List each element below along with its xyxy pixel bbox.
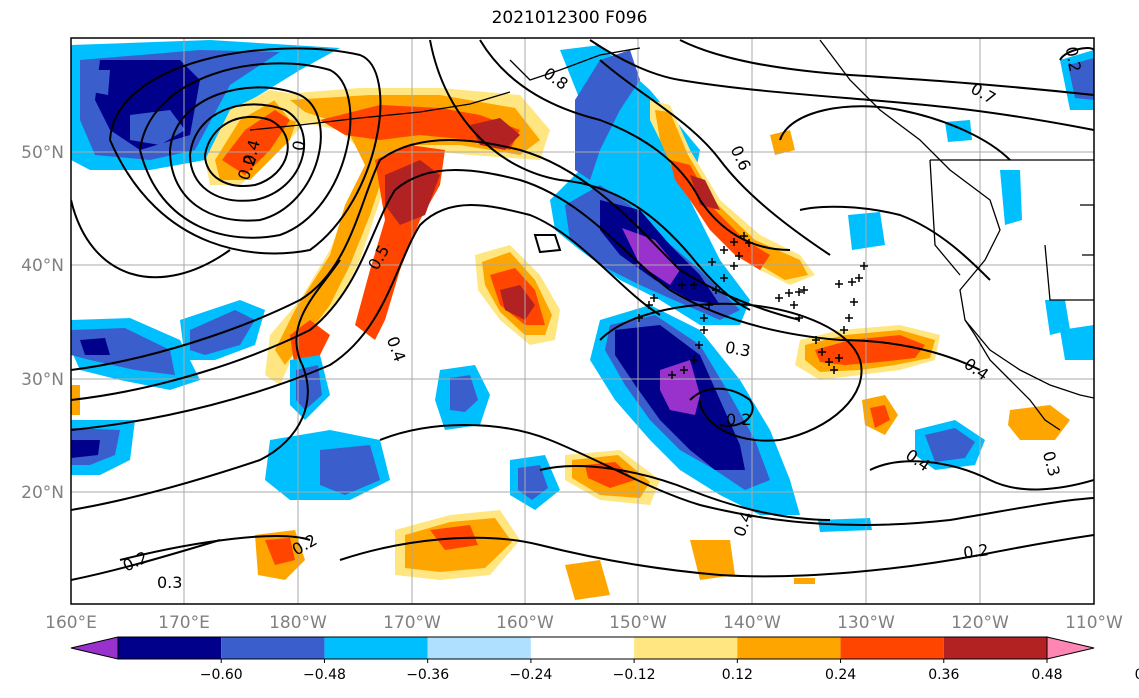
colorbar-segment [737,637,841,659]
colorbar-tick-label: 0.24 [825,667,856,683]
lat-tick-20n: 20°N [21,483,64,503]
colorbar-tick-label: 0.48 [1031,667,1062,683]
colorbar-segment [634,637,738,659]
map-title: 2021012300 F096 [491,8,648,28]
lon-tick-160w: 160°W [496,613,554,633]
contour-label-0.3-a: 0.3 [724,338,752,361]
colorbar: −0.60 −0.48 −0.36 −0.24 −0.12 0.12 0.24 0.36 0.4… [70,636,1139,683]
contour-label-0.3-b: 0.3 [157,573,182,592]
colorbar-segment [324,637,428,659]
colorbar-tick-label: −0.36 [406,667,449,683]
colorbar-extend-low [70,636,119,660]
lat-tick-50n: 50°N [21,143,64,163]
colorbar-tick-label: −0.12 [613,667,656,683]
colorbar-tick-label: −0.24 [509,667,552,683]
lon-ticks: 160°E 170°E 180°W 170°W 160°W 150°W 140°… [45,613,1123,633]
colorbar-segment [943,637,1047,659]
contours [71,39,1094,581]
contour-label-0: 0 [289,139,309,152]
lon-tick-160e: 160°E [45,613,97,633]
lon-tick-130w: 130°W [837,613,895,633]
lon-tick-170e: 170°E [158,613,210,633]
lat-tick-30n: 30°N [21,370,64,390]
contour-labels: 0.8 0.7 0.6 0.5 0.4 0.4 0.4 0.4 0.3 0.3 … [120,45,1085,592]
map-frame [70,37,1095,605]
colorbar-segment [427,637,531,659]
lon-tick-150w: 150°W [609,613,667,633]
colorbar-frame [117,636,1048,660]
colorbar-segment [118,637,222,659]
graticule [71,38,1094,604]
colorbar-segment [221,637,325,659]
lon-tick-170w: 170°W [383,613,441,633]
lon-tick-180w: 180°W [269,613,327,633]
lat-ticks: 50°N 40°N 30°N 20°N [21,143,64,503]
colorbar-tick-label: 0.60 [1135,667,1139,683]
colorbar-segment [840,637,944,659]
coastlines [249,39,1094,431]
contour-label-0.2-f: 0.2 [1062,45,1085,73]
colorbar-segment [530,637,635,659]
lon-tick-140w: 140°W [723,613,781,633]
colorbar-tick-label: −0.60 [200,667,243,683]
colorbar-tick-label: 0.36 [928,667,959,683]
colorbar-tick-label: −0.48 [303,667,346,683]
colorbar-extend-high [1046,636,1095,660]
contour-label-0.2-a: 0.2 [726,410,751,429]
lon-tick-110w: 110°W [1065,613,1123,633]
lat-tick-40n: 40°N [21,256,64,276]
plus-markers [635,232,868,379]
colorbar-tick-label: 0.12 [722,667,753,683]
lon-tick-120w: 120°W [951,613,1009,633]
contour-label-0.2-b: 0.2 [962,540,990,562]
